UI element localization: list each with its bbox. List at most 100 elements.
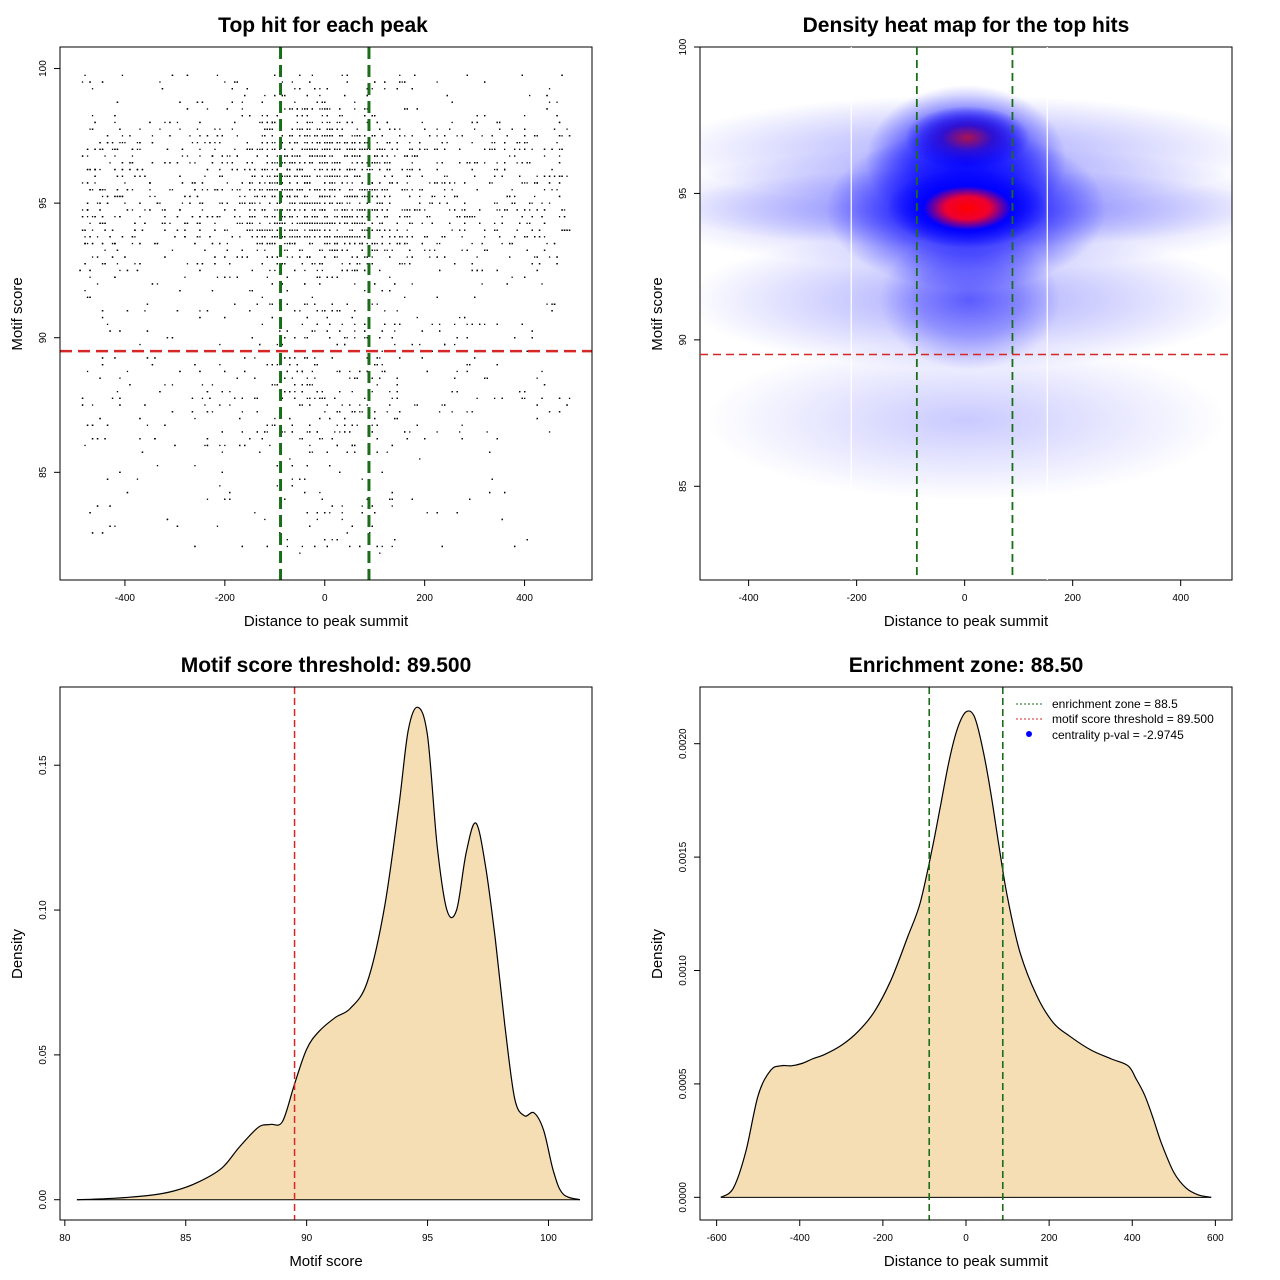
scatter-point xyxy=(281,216,283,218)
scatter-point xyxy=(264,216,266,218)
scatter-point xyxy=(431,323,433,325)
scatter-point xyxy=(543,175,546,177)
scatter-point xyxy=(396,397,398,399)
scatter-point xyxy=(304,478,306,480)
scatter-point xyxy=(524,142,526,144)
scatter-point xyxy=(129,384,131,386)
scatter-point xyxy=(371,88,373,90)
scatter-point xyxy=(526,222,528,224)
scatter-point xyxy=(406,155,408,157)
scatter-point xyxy=(239,236,241,238)
scatter-point xyxy=(229,391,231,393)
scatter-point xyxy=(341,323,343,325)
scatter-point xyxy=(274,269,276,272)
scatter-point xyxy=(521,182,523,184)
scatter-point xyxy=(401,209,403,211)
scatter-point xyxy=(281,431,283,433)
scatter-point xyxy=(304,142,306,144)
scatter-point xyxy=(336,276,338,278)
scatter-point xyxy=(276,222,278,224)
scatter-point xyxy=(484,81,486,83)
scatter-point xyxy=(361,478,363,480)
scatter-point xyxy=(469,364,471,366)
scatter-point xyxy=(326,148,328,150)
scatter-point xyxy=(424,209,426,211)
scatter-point xyxy=(264,135,266,137)
scatter-point xyxy=(139,343,141,346)
scatter-point xyxy=(558,397,561,399)
scatter-point xyxy=(239,222,241,224)
scatter-point xyxy=(376,364,378,366)
scatter-point xyxy=(281,175,283,177)
scatter-point xyxy=(441,404,443,406)
scatter-point xyxy=(329,242,331,245)
scatter-point xyxy=(553,128,556,130)
scatter-point xyxy=(354,142,356,144)
scatter-point xyxy=(543,222,546,224)
scatter-point xyxy=(104,222,106,224)
scatter-point xyxy=(494,229,496,231)
scatter-point xyxy=(169,222,171,224)
scatter-point xyxy=(291,242,293,245)
scatter-point xyxy=(524,135,526,137)
scatter-point xyxy=(349,236,351,238)
scatter-point xyxy=(529,162,531,164)
scatter-point xyxy=(94,121,96,124)
scatter-point xyxy=(558,195,561,198)
scatter-point xyxy=(321,108,323,110)
scatter-point xyxy=(79,269,81,272)
scatter-point xyxy=(446,94,448,97)
scatter-point xyxy=(316,364,318,366)
scatter-point xyxy=(114,115,116,117)
scatter-point xyxy=(299,438,301,440)
scatter-point xyxy=(234,303,236,305)
scatter-point xyxy=(284,175,286,177)
scatter-point xyxy=(551,168,553,171)
scatter-point xyxy=(199,370,201,373)
scatter-point xyxy=(286,256,288,258)
scatter-point xyxy=(274,417,276,420)
scatter-point xyxy=(321,269,323,272)
scatter-point xyxy=(309,148,311,150)
scatter-point xyxy=(558,175,561,177)
scatter-point xyxy=(311,155,313,157)
scatter-point xyxy=(436,242,438,245)
scatter-point xyxy=(119,404,121,406)
scatter-point xyxy=(381,242,383,245)
scatter-point xyxy=(281,397,283,399)
scatter-point xyxy=(471,263,473,265)
scatter-point xyxy=(269,444,271,447)
scatter-point xyxy=(339,142,341,144)
scatter-point xyxy=(409,168,411,171)
scatter-point xyxy=(356,256,358,258)
scatter-point xyxy=(394,155,396,157)
scatter-point xyxy=(396,229,398,231)
scatter-point xyxy=(234,121,236,124)
scatter-point xyxy=(294,229,296,231)
scatter-point xyxy=(356,424,358,426)
scatter-point xyxy=(491,148,493,150)
scatter-point xyxy=(234,148,236,150)
scatter-point xyxy=(314,377,316,379)
scatter-point xyxy=(324,310,326,312)
scatter-point xyxy=(404,81,406,83)
scatter-point xyxy=(454,323,456,325)
scatter-point xyxy=(541,397,543,399)
scatter-point xyxy=(394,417,396,420)
scatter-point xyxy=(486,377,488,379)
scatter-point xyxy=(231,88,233,90)
scatter-point xyxy=(261,438,263,440)
scatter-point xyxy=(216,74,219,76)
scatter-point xyxy=(439,323,441,325)
scatter-point xyxy=(256,148,258,150)
scatter-point xyxy=(409,263,411,265)
scatter-point xyxy=(311,384,313,386)
scatter-point xyxy=(299,155,301,157)
scatter-point xyxy=(341,269,343,272)
scatter-point xyxy=(264,236,266,238)
scatter-point xyxy=(369,148,371,150)
scatter-point xyxy=(339,431,341,433)
scatter-point xyxy=(391,498,393,500)
scatter-point xyxy=(294,155,296,157)
scatter-point xyxy=(321,148,323,150)
